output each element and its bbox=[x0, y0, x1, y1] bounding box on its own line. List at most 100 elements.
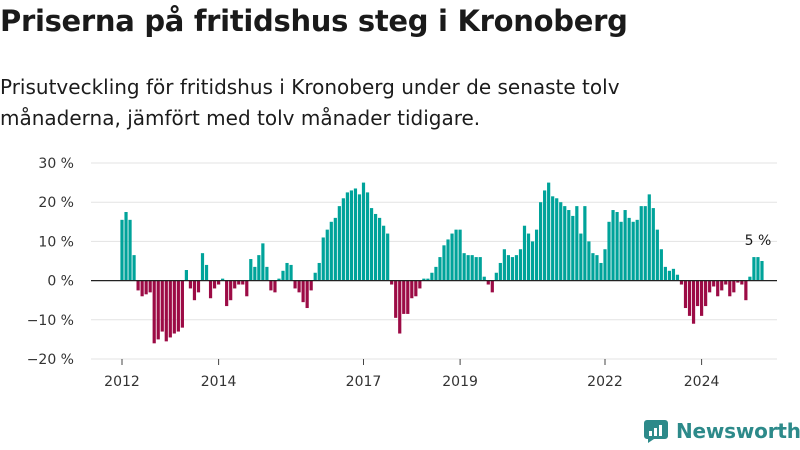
chart-title: Priserna på fritidshus steg i Kronoberg bbox=[0, 4, 628, 38]
bar bbox=[442, 245, 446, 281]
bar bbox=[752, 257, 756, 281]
latest-value-label: 5 % bbox=[745, 233, 772, 249]
y-axis-labels: 30 % 20 % 10 % 0 % −10 % −20 % bbox=[27, 156, 74, 368]
bar bbox=[700, 280, 704, 316]
bar bbox=[748, 276, 752, 281]
bar bbox=[390, 280, 394, 285]
bar bbox=[261, 243, 265, 281]
bar bbox=[337, 206, 341, 281]
bar bbox=[430, 272, 434, 281]
bar bbox=[128, 219, 132, 281]
bar bbox=[184, 270, 188, 281]
bar bbox=[732, 280, 736, 293]
bar bbox=[378, 217, 382, 281]
bar bbox=[663, 266, 667, 281]
bar bbox=[136, 280, 140, 291]
bar bbox=[675, 274, 680, 281]
bar bbox=[695, 280, 700, 307]
bar bbox=[369, 208, 374, 281]
bar bbox=[579, 233, 583, 281]
x-tick-label: 2012 bbox=[104, 374, 140, 390]
x-tick-label: 2017 bbox=[346, 374, 382, 390]
bar bbox=[470, 255, 474, 281]
bar bbox=[514, 255, 519, 281]
bar bbox=[704, 280, 708, 307]
bar bbox=[168, 280, 172, 338]
bar bbox=[744, 280, 748, 301]
bar bbox=[728, 280, 732, 297]
bar bbox=[623, 210, 627, 281]
x-tick-label: 2022 bbox=[587, 374, 623, 390]
bar bbox=[687, 280, 692, 316]
bar bbox=[313, 272, 317, 281]
bar bbox=[422, 278, 426, 281]
bar bbox=[172, 280, 176, 334]
bar bbox=[454, 229, 458, 281]
bar bbox=[221, 278, 225, 281]
bar bbox=[124, 212, 128, 281]
bar bbox=[691, 280, 696, 324]
bar bbox=[760, 261, 764, 281]
bar bbox=[148, 280, 152, 293]
bar bbox=[233, 280, 237, 289]
bar bbox=[591, 253, 595, 281]
bar bbox=[720, 280, 724, 291]
bar bbox=[506, 255, 510, 281]
bar bbox=[217, 280, 221, 285]
bar bbox=[615, 212, 619, 281]
bar bbox=[438, 257, 442, 281]
bar bbox=[225, 280, 229, 307]
bar bbox=[555, 198, 559, 281]
bar bbox=[619, 221, 623, 281]
bar bbox=[281, 270, 285, 281]
bar bbox=[156, 280, 160, 340]
bar bbox=[249, 259, 253, 281]
bar bbox=[285, 262, 289, 281]
y-tick-label: 20 % bbox=[38, 195, 74, 211]
bar bbox=[426, 278, 430, 281]
bar bbox=[587, 241, 591, 281]
bar bbox=[309, 280, 313, 291]
bar bbox=[382, 225, 386, 281]
bar bbox=[627, 217, 631, 281]
newsworthy-logo-icon bbox=[644, 420, 668, 443]
bar bbox=[140, 280, 144, 297]
bar bbox=[539, 202, 543, 281]
bar bbox=[289, 264, 293, 281]
bar bbox=[651, 208, 655, 281]
bar bbox=[486, 280, 490, 285]
bar bbox=[518, 249, 523, 281]
bar bbox=[756, 257, 760, 281]
bar bbox=[482, 276, 486, 281]
bar bbox=[462, 253, 466, 281]
bar bbox=[611, 210, 615, 281]
bar bbox=[474, 257, 478, 281]
bar bbox=[724, 280, 728, 285]
bar bbox=[357, 194, 362, 281]
bar bbox=[349, 190, 354, 281]
bar bbox=[595, 255, 599, 281]
bar bbox=[607, 221, 611, 281]
y-tick-label: 10 % bbox=[38, 234, 74, 250]
bar bbox=[257, 255, 261, 281]
bar bbox=[567, 210, 571, 281]
bar bbox=[152, 280, 156, 344]
bar bbox=[361, 182, 366, 281]
newsworthy-logo[interactable]: Newsworthy bbox=[644, 419, 800, 443]
bar bbox=[599, 262, 603, 281]
bar bbox=[740, 280, 744, 285]
bars bbox=[120, 182, 764, 344]
bar bbox=[490, 280, 494, 293]
bar bbox=[329, 221, 333, 281]
bar bbox=[466, 255, 470, 281]
bar bbox=[458, 229, 462, 281]
bar bbox=[571, 215, 575, 281]
bar bbox=[655, 229, 659, 281]
bar bbox=[398, 280, 402, 334]
bar bbox=[297, 280, 301, 293]
bar bbox=[301, 280, 305, 303]
bar bbox=[373, 213, 378, 281]
bar bbox=[341, 198, 345, 281]
bar bbox=[180, 280, 184, 328]
